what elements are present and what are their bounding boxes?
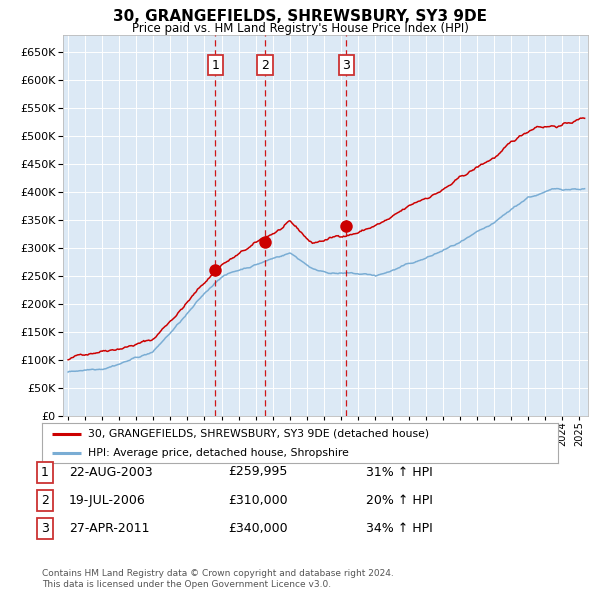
Text: 31% ↑ HPI: 31% ↑ HPI xyxy=(366,466,433,478)
Text: 30, GRANGEFIELDS, SHREWSBURY, SY3 9DE: 30, GRANGEFIELDS, SHREWSBURY, SY3 9DE xyxy=(113,9,487,24)
Text: £259,995: £259,995 xyxy=(228,466,287,478)
Text: £310,000: £310,000 xyxy=(228,494,287,507)
Text: 1: 1 xyxy=(41,466,49,478)
Text: 2: 2 xyxy=(41,494,49,507)
Text: 3: 3 xyxy=(343,58,350,71)
Text: 22-AUG-2003: 22-AUG-2003 xyxy=(69,466,152,478)
Text: HPI: Average price, detached house, Shropshire: HPI: Average price, detached house, Shro… xyxy=(88,448,349,458)
Text: Contains HM Land Registry data © Crown copyright and database right 2024.
This d: Contains HM Land Registry data © Crown c… xyxy=(42,569,394,589)
Text: 20% ↑ HPI: 20% ↑ HPI xyxy=(366,494,433,507)
Text: Price paid vs. HM Land Registry's House Price Index (HPI): Price paid vs. HM Land Registry's House … xyxy=(131,22,469,35)
Text: 3: 3 xyxy=(41,522,49,535)
Text: 30, GRANGEFIELDS, SHREWSBURY, SY3 9DE (detached house): 30, GRANGEFIELDS, SHREWSBURY, SY3 9DE (d… xyxy=(88,429,430,439)
Text: 2: 2 xyxy=(261,58,269,71)
Text: £340,000: £340,000 xyxy=(228,522,287,535)
Text: 27-APR-2011: 27-APR-2011 xyxy=(69,522,149,535)
Text: 1: 1 xyxy=(211,58,220,71)
Text: 34% ↑ HPI: 34% ↑ HPI xyxy=(366,522,433,535)
Text: 19-JUL-2006: 19-JUL-2006 xyxy=(69,494,146,507)
